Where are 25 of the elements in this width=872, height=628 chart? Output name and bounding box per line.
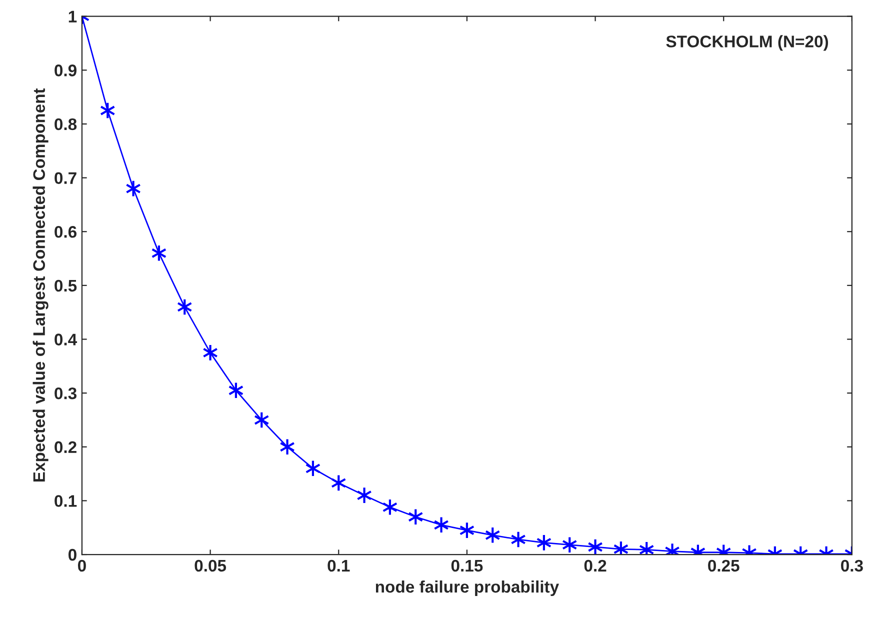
y-tick-label: 0.6: [54, 226, 77, 238]
y-tick-label: 0.1: [54, 495, 77, 507]
x-tick-label: 0: [78, 560, 86, 572]
point: [588, 538, 603, 555]
x-tick-label: 0.1: [328, 560, 350, 572]
x-tick-label: 0.05: [194, 560, 226, 572]
y-tick-label: 0.8: [54, 118, 77, 130]
point: [510, 530, 526, 548]
y-tick-label: 0.2: [54, 441, 76, 454]
y-tick-label: 1: [68, 10, 77, 22]
y-axis-title: Expected value of Largest Connected Component: [32, 88, 48, 482]
x-tick-label: 0.2: [584, 560, 606, 572]
y-tick-label: 0.4: [54, 334, 78, 346]
x-tick-label: 0.15: [451, 560, 483, 572]
x-axis-title: node failure probability: [376, 580, 560, 596]
y-tick-label: 0.3: [54, 387, 77, 400]
point: [434, 516, 449, 534]
x-tick-label: 0.25: [708, 560, 740, 572]
x-tick-label: 0.3: [841, 560, 863, 572]
line-series: [82, 16, 852, 555]
y-tick-label: 0: [68, 548, 76, 561]
y-tick-label: 0.5: [54, 280, 77, 292]
y-tick-label: 0.9: [54, 64, 76, 76]
annotation: STOCKHOLM (N=20): [666, 35, 828, 51]
y-tick-label: 0.7: [54, 172, 76, 184]
